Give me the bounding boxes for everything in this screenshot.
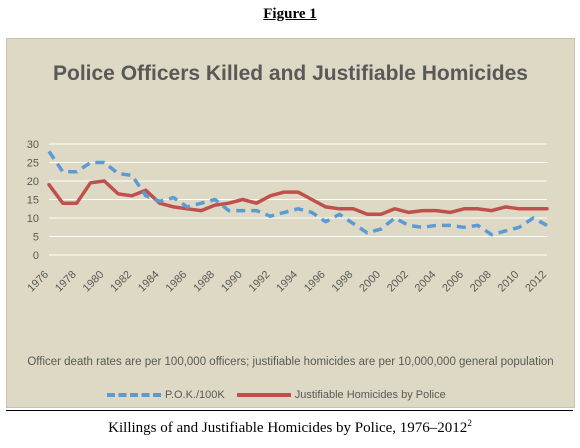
legend-swatch-dashed [107, 393, 161, 397]
x-tick-label: 2008 [468, 269, 494, 295]
legend-label-jh: Justifiable Homicides by Police [294, 389, 446, 401]
y-tick-label: 0 [33, 250, 39, 262]
x-tick-label: 1994 [274, 269, 300, 295]
legend: P.O.K./100K Justifiable Homicides by Pol… [107, 389, 527, 401]
figure-label: Figure 1 [263, 6, 317, 22]
x-tick-label: 1998 [330, 269, 356, 295]
chart-svg: 0 5 10 15 20 25 30 1976 1978 1980 1982 1984 1986 198… [25, 139, 549, 295]
x-tick-label: 2006 [440, 269, 466, 295]
x-tick-label: 2000 [357, 269, 383, 295]
gridlines [49, 143, 547, 256]
y-tick-label: 5 [33, 232, 39, 244]
x-tick-label: 2010 [496, 269, 522, 295]
caption-rule [6, 410, 573, 411]
x-tick-label: 1992 [247, 269, 273, 295]
y-tick-label: 15 [27, 195, 39, 207]
legend-label-pok: P.O.K./100K [165, 389, 225, 401]
chart-title: Police Officers Killed and Justifiable H… [53, 62, 528, 85]
series-line-justifiable-homicides [47, 179, 549, 217]
x-tick-label: 1986 [164, 269, 190, 295]
x-tick-label: 1980 [81, 269, 107, 295]
caption-text: Killings of and Justifiable Homicides by… [108, 420, 468, 436]
chart-panel: Police Officers Killed and Justifiable H… [6, 38, 575, 408]
x-tick-label: 1984 [136, 269, 162, 295]
x-tick-label: 2012 [523, 269, 549, 295]
y-axis-ticks: 0 5 10 15 20 25 30 [27, 139, 39, 262]
x-axis-ticks: 1976 1978 1980 1982 1984 1986 1988 1990 1992 1994… [25, 269, 549, 295]
legend-item-jh: Justifiable Homicides by Police [236, 389, 446, 401]
y-tick-label: 10 [27, 213, 39, 225]
x-tick-label: 1996 [302, 269, 328, 295]
x-tick-label: 1990 [219, 269, 245, 295]
series-line-pok [47, 150, 548, 237]
caption-footnote: 2 [467, 418, 472, 428]
x-tick-label: 2004 [413, 269, 439, 295]
figure-caption: Killings of and Justifiable Homicides by… [0, 418, 580, 437]
legend-item-pok: P.O.K./100K [107, 389, 225, 401]
y-tick-label: 20 [27, 176, 39, 188]
x-tick-label: 1988 [191, 269, 217, 295]
x-tick-label: 1976 [25, 269, 51, 295]
legend-swatch-solid [236, 393, 291, 397]
series-lines [47, 150, 549, 237]
y-tick-label: 25 [27, 158, 39, 170]
chart-note: Officer death rates are per 100,000 offi… [27, 356, 554, 368]
x-tick-label: 1982 [108, 269, 134, 295]
y-tick-label: 30 [27, 139, 39, 151]
x-tick-label: 2002 [385, 269, 411, 295]
x-tick-label: 1978 [53, 269, 79, 295]
